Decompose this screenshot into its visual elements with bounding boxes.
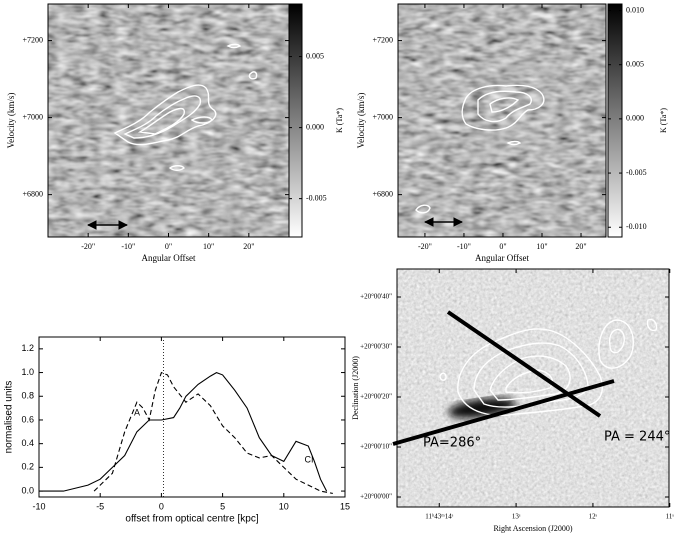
y-tick-label: +7000	[22, 112, 43, 121]
x-tick-label: 11ˢ	[666, 513, 674, 521]
y-tick-label: +7200	[372, 35, 393, 44]
y-axis-label: Declination (J2000)	[351, 356, 360, 420]
pv-image	[48, 4, 289, 237]
x-tick-label: 0"	[165, 242, 172, 251]
annotation: PA=286°	[423, 436, 481, 451]
colorbar-tick-label: -0.010	[626, 222, 647, 231]
colorbar-label: K (Ta*)	[659, 108, 668, 133]
colorbar-tick-label: 0.005	[306, 51, 324, 60]
plot-frame	[38, 336, 346, 498]
x-axis-label: Right Ascension (J2000)	[493, 524, 572, 533]
series-line	[93, 371, 333, 494]
plot-frame	[396, 268, 670, 508]
contours	[113, 43, 658, 417]
y-tick-label: +6800	[22, 189, 43, 198]
y-tick-label: 1.2	[21, 343, 34, 353]
y-tick-label: 1.0	[21, 367, 34, 377]
x-tick-label: 10"	[203, 242, 214, 251]
optical-image	[397, 269, 669, 507]
x-axis-label: offset from optical centre [kpc]	[125, 514, 258, 525]
colorbar-tick-label: -0.005	[306, 193, 327, 202]
x-tick-label: 0	[159, 501, 164, 511]
x-tick-label: 20"	[243, 242, 254, 251]
series-line	[39, 371, 328, 492]
y-axis-label: normalised units	[4, 381, 15, 454]
y-tick-label: 0.4	[21, 438, 34, 448]
x-tick-label: 12ˢ	[589, 513, 598, 521]
series-label: CI	[305, 454, 314, 464]
colorbar-tick-label: -0.005	[626, 168, 647, 177]
annotation: PA = 244°	[604, 430, 670, 445]
y-axis-label: Velocity (km/s)	[356, 93, 366, 149]
x-tick-label: 10"	[536, 242, 547, 251]
colorbar-label: K (Ta*)	[335, 108, 344, 133]
y-tick-label: +6800	[372, 189, 393, 198]
colorbar-tick-label: 0.000	[306, 122, 324, 131]
y-tick-label: +20°00'20"	[360, 393, 392, 401]
x-axis-label: Angular Offset	[141, 253, 196, 263]
y-tick-label: 0.8	[21, 391, 34, 401]
x-tick-label: -10"	[457, 242, 471, 251]
x-tick-label: 10	[279, 501, 289, 511]
y-tick-label: +7000	[372, 112, 393, 121]
x-tick-label: 5	[220, 501, 225, 511]
beam-arrows	[87, 217, 463, 230]
x-tick-label: -5	[96, 501, 104, 511]
x-tick-label: 11ʰ43ᵐ14ˢ	[425, 513, 453, 521]
plot-frame	[397, 3, 607, 238]
x-tick-label: 15	[340, 501, 350, 511]
series-label: A	[134, 407, 140, 417]
y-tick-label: 0.0	[21, 485, 34, 495]
colorbar-tick-label: 0.000	[626, 114, 644, 123]
colorbar-tick-label: 0.010	[626, 5, 644, 14]
y-tick-label: +20°00'10"	[360, 443, 392, 451]
colorbar-tick-label: 0.005	[626, 60, 644, 69]
y-tick-label: +20°00'00"	[360, 493, 392, 501]
colorbar	[288, 3, 303, 238]
colorbar	[607, 3, 623, 238]
y-tick-label: +20°00'30"	[360, 343, 392, 351]
y-tick-label: +7200	[22, 35, 43, 44]
x-axis-label: Angular Offset	[475, 253, 530, 263]
x-tick-label: 20"	[575, 242, 586, 251]
plot-layer: -20" -10" 0" 10" 20" +6800 +7000 +7200 Angular O…	[4, 3, 674, 533]
x-tick-label: 0"	[499, 242, 506, 251]
y-tick-label: 0.2	[21, 462, 34, 472]
x-tick-label: -20"	[81, 242, 95, 251]
y-axis-label: Velocity (km/s)	[6, 93, 16, 149]
x-tick-label: -10	[32, 501, 45, 511]
y-tick-label: +20°00'40"	[360, 293, 392, 301]
x-tick-label: -20"	[418, 242, 432, 251]
x-tick-label: 13ˢ	[512, 513, 521, 521]
pa-lines	[392, 310, 615, 446]
y-tick-label: 0.6	[21, 414, 34, 424]
x-tick-label: -10"	[121, 242, 135, 251]
